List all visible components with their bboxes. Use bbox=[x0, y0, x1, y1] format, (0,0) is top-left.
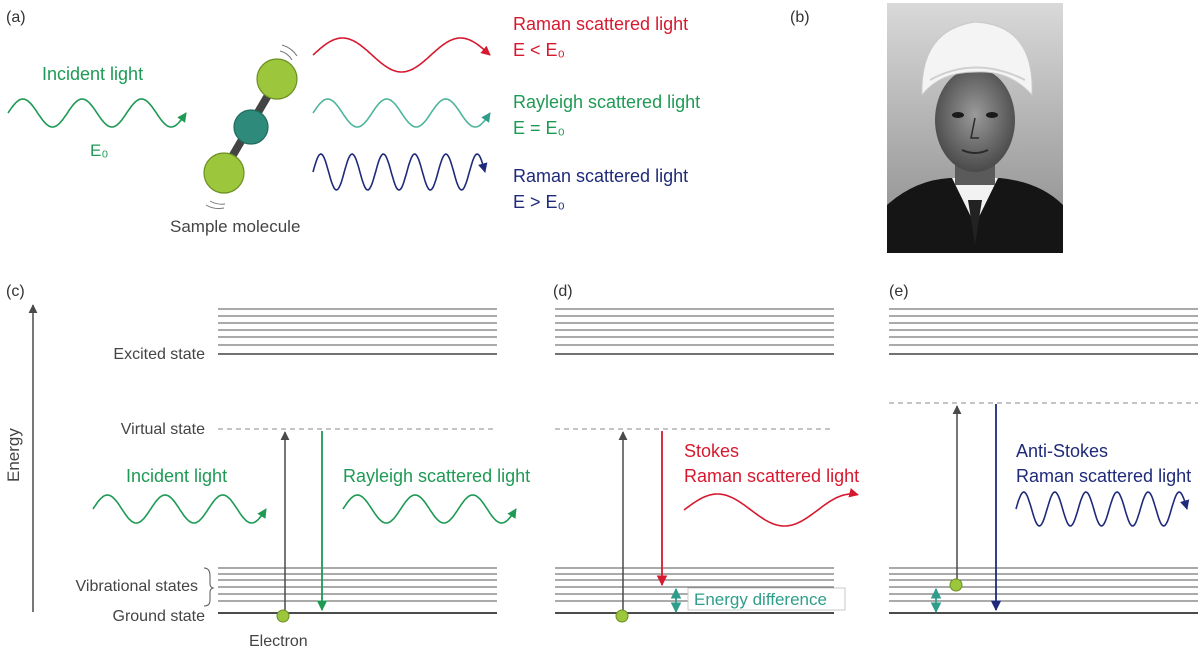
energy-difference-label: Energy difference bbox=[694, 590, 827, 609]
electron-d bbox=[615, 609, 629, 623]
panel-d-label: (d) bbox=[553, 283, 573, 300]
rayleigh-light-label-c: Rayleigh scattered light bbox=[343, 466, 530, 486]
motion-line-bottom bbox=[205, 204, 225, 210]
panel-e-label: (e) bbox=[889, 283, 909, 300]
panel-b-label: (b) bbox=[790, 9, 810, 26]
electron-c bbox=[276, 609, 290, 623]
electron-e bbox=[949, 578, 963, 592]
panel-d: (d) Energy difference Stokes Raman scatt… bbox=[553, 283, 859, 623]
panel-a: (a) Incident light E₀ Sample molecule Ra… bbox=[6, 9, 700, 236]
output-1-title: Raman scattered light bbox=[513, 14, 688, 34]
panel-c: (c) Energy Excited state Virtual state V… bbox=[4, 283, 530, 650]
incident-light-label: Incident light bbox=[42, 64, 143, 84]
ground-state-label: Ground state bbox=[113, 608, 206, 625]
energy-difference-box bbox=[687, 587, 846, 611]
atom-top bbox=[256, 58, 298, 100]
output-1-energy: E < E₀ bbox=[513, 40, 565, 60]
output-3-energy: E > E₀ bbox=[513, 192, 565, 212]
output-3-title: Raman scattered light bbox=[513, 166, 688, 186]
panel-b: (b) bbox=[790, 3, 1063, 253]
energy-levels-e bbox=[889, 308, 1198, 614]
stokes-scattered-wave bbox=[312, 37, 491, 73]
vibrational-states-label: Vibrational states bbox=[76, 578, 198, 595]
panel-e: (e) Anti-Stokes Raman scattered light bbox=[889, 283, 1198, 614]
sample-molecule-label: Sample molecule bbox=[170, 217, 300, 236]
stokes-wave-d bbox=[683, 488, 859, 527]
incident-light-label-c: Incident light bbox=[126, 466, 227, 486]
rayleigh-wave-c bbox=[342, 494, 517, 524]
motion-line-top bbox=[281, 44, 298, 57]
panel-a-label: (a) bbox=[6, 9, 26, 26]
vibrational-brace bbox=[203, 567, 215, 607]
energy-axis-label: Energy bbox=[4, 428, 23, 482]
incident-energy-label: E₀ bbox=[90, 141, 108, 160]
anti-stokes-wave-e bbox=[1015, 491, 1190, 527]
sample-molecule bbox=[203, 44, 298, 210]
panel-c-label: (c) bbox=[6, 283, 25, 300]
excited-state-label: Excited state bbox=[113, 346, 205, 363]
electron-label: Electron bbox=[249, 633, 308, 650]
atom-bottom bbox=[203, 152, 245, 194]
stokes-label-line1: Stokes bbox=[684, 441, 739, 461]
output-2-energy: E = E₀ bbox=[513, 118, 565, 138]
energy-levels-d bbox=[555, 308, 834, 614]
atom-center bbox=[233, 109, 269, 145]
anti-stokes-label-line1: Anti-Stokes bbox=[1016, 441, 1108, 461]
stokes-label-line2: Raman scattered light bbox=[684, 466, 859, 486]
incident-light-wave bbox=[7, 98, 187, 128]
rayleigh-scattered-wave bbox=[312, 98, 491, 128]
portrait-photo bbox=[887, 3, 1063, 253]
output-2-title: Rayleigh scattered light bbox=[513, 92, 700, 112]
anti-stokes-scattered-wave bbox=[312, 153, 488, 191]
incident-wave-c bbox=[92, 494, 267, 524]
energy-levels-c bbox=[218, 308, 497, 614]
virtual-state-label: Virtual state bbox=[121, 421, 205, 438]
anti-stokes-label-line2: Raman scattered light bbox=[1016, 466, 1191, 486]
